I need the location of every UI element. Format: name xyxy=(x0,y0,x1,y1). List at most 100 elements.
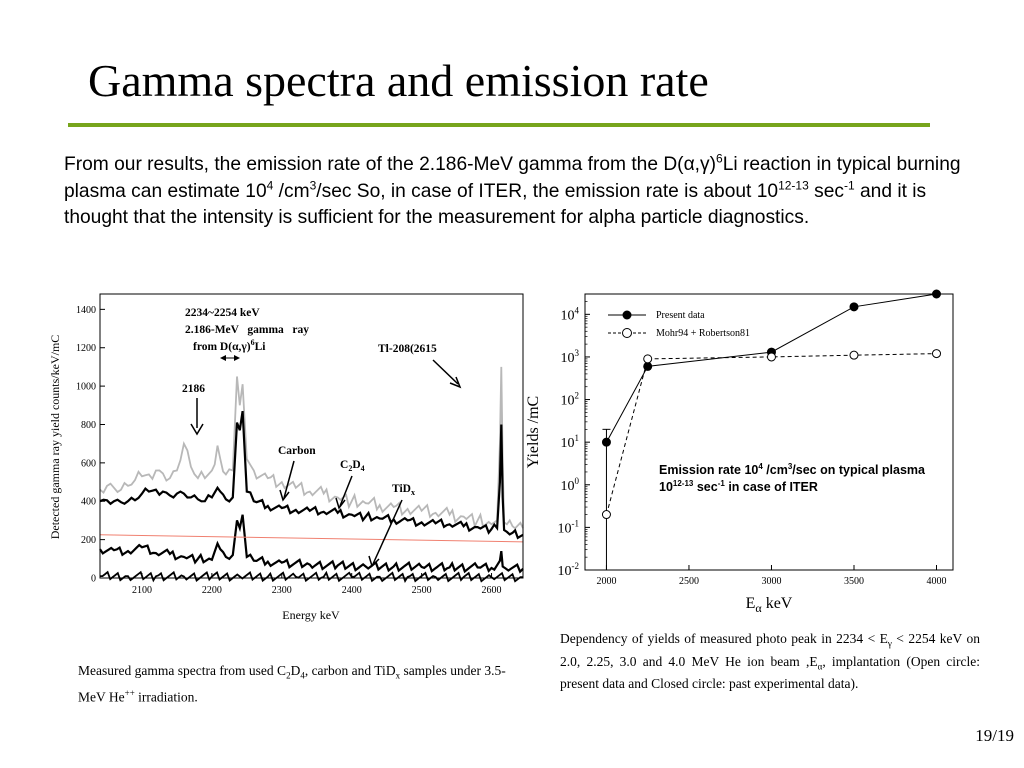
intro-text-5: /sec So, in case of ITER, the emission r… xyxy=(316,180,779,202)
yields-data-point xyxy=(849,302,859,312)
annotation-peak-2186: 2186 xyxy=(182,383,205,395)
range-arrow-head-left xyxy=(220,355,226,361)
yields-data-point xyxy=(766,352,776,362)
spectra-x-tick-label: 2200 xyxy=(202,585,222,596)
yields-y-tick-base: 10 xyxy=(561,351,575,366)
tidx-arrowhead xyxy=(368,555,380,568)
spectra-y-tick-label: 600 xyxy=(81,458,96,469)
yields-y-tick-exp: 4 xyxy=(575,305,580,315)
intro-sup-1: 6 xyxy=(716,151,723,166)
yields-y-tick-label: 104 xyxy=(561,305,580,323)
note2-b: sec xyxy=(693,480,717,494)
annotation-gamma-from: from D( xyxy=(193,341,232,353)
tidx-arrow xyxy=(372,499,403,565)
intro-sup-3: 3 xyxy=(309,178,317,193)
yields-x-sub: α xyxy=(755,601,762,615)
yields-y-axis-label: Yields /mC xyxy=(525,396,542,468)
spectrum-series-line xyxy=(99,366,524,530)
yields-x-tick-label: 2500 xyxy=(679,576,699,587)
lc-p1: Measured gamma spectra from used C xyxy=(78,663,287,678)
yields-y-tick-base: 10 xyxy=(561,308,575,323)
intro-text-6: sec xyxy=(808,180,844,202)
lc-p5: irradiation. xyxy=(134,689,198,705)
intro-text-1: From our results, the emission rate of t… xyxy=(64,154,684,175)
spectra-x-tick-label: 2100 xyxy=(132,585,152,596)
legend-mohr-marker xyxy=(622,328,632,338)
c2d4-c: C xyxy=(340,459,348,471)
yields-x-tick-label: 3500 xyxy=(844,576,864,587)
spectrum-series-line xyxy=(100,570,523,584)
yields-y-tick-label: 103 xyxy=(561,348,580,366)
yields-series-line xyxy=(606,353,937,515)
yields-data-point xyxy=(601,437,611,447)
spectra-x-tick-label: 2600 xyxy=(482,585,502,596)
annotation-gamma-line1: 2.186-MeV gamma ray xyxy=(185,324,309,336)
carbon-arrowhead xyxy=(279,489,290,502)
yields-y-tick-label: 100 xyxy=(561,476,580,494)
note2-a: 10 xyxy=(659,480,673,494)
tl208-arrow xyxy=(432,359,459,385)
yields-y-tick-exp: 1 xyxy=(575,433,580,443)
annotation-tl208: Tl-208(2615 xyxy=(378,343,437,355)
rc-sub1: γ xyxy=(887,638,892,649)
title-underline xyxy=(68,123,930,127)
yields-y-tick-label: 102 xyxy=(561,391,580,409)
yields-chart: 2000 2500 3000 3500 400010-210-1100101102103… xyxy=(525,289,954,615)
yields-plot-frame xyxy=(584,293,954,571)
lc-sub1: 2 xyxy=(286,670,291,681)
c2d4-arrowhead xyxy=(335,497,346,510)
spectra-x-tick-label: 2300 xyxy=(272,585,292,596)
yields-y-tick-exp: -2 xyxy=(572,561,580,571)
carbon-arrow xyxy=(283,460,295,499)
tidx-sub: x xyxy=(411,488,415,497)
intro-paragraph: From our results, the emission rate of t… xyxy=(64,152,984,232)
annotation-gamma-line2: from D(α,γ)6Li xyxy=(193,338,266,353)
yields-x-axis-label: Eα keV xyxy=(746,595,793,615)
gamma-spectra-chart: 2100 2200 2300 2400 2500 2600 0 200 400 600 800 100… xyxy=(48,293,524,622)
tl208-arrowhead xyxy=(449,376,462,389)
lc-sub3: x xyxy=(395,670,401,681)
c2d4-arrow xyxy=(339,475,353,507)
range-arrow-head-right xyxy=(234,355,240,361)
emission-note-line2: 1012-13 sec-1 in case of ITER xyxy=(659,479,818,494)
note1-s: 4 xyxy=(758,462,763,471)
lc-p4: samples under 3.5-MeV He xyxy=(78,663,506,705)
yields-y-tick-exp: 3 xyxy=(575,348,580,358)
note1-b: /cm xyxy=(763,463,788,477)
yields-y-tick-base: 10 xyxy=(558,521,572,536)
spectrum-series-line xyxy=(99,534,524,543)
spectra-y-axis-label: Detected gamma ray yield counts/keV/mC xyxy=(48,335,62,540)
lc-p3: , carbon and TiD xyxy=(304,663,396,678)
yields-y-tick-base: 10 xyxy=(561,479,575,494)
spectra-y-tick-label: 200 xyxy=(81,535,96,546)
emission-note-line1: Emission rate 104 /cm3/sec on typical pl… xyxy=(659,462,926,477)
yields-y-tick-exp: 2 xyxy=(575,391,580,401)
spectra-plot-frame xyxy=(99,293,524,579)
right-figure-caption: Dependency of yields of measured photo p… xyxy=(560,630,980,692)
spectra-y-tick-label: 0 xyxy=(91,574,96,585)
annotation-gamma-close: ) xyxy=(247,341,251,353)
annotation-gamma-greek: α,γ xyxy=(232,341,247,353)
intro-text-2: ) xyxy=(709,154,716,175)
rc-sub2: α xyxy=(817,661,823,672)
tidx-t: TiD xyxy=(392,483,411,495)
peak-2186-arrowhead xyxy=(190,423,204,436)
annotation-range: 2234~2254 keV xyxy=(185,307,260,319)
intro-sup-2: 4 xyxy=(266,178,274,193)
intro-greek: α,γ xyxy=(683,154,710,175)
yields-data-point xyxy=(849,350,859,360)
spectra-y-tick-label: 1200 xyxy=(76,343,96,354)
intro-sup-4: 12-13 xyxy=(778,178,809,193)
yields-data-point xyxy=(643,354,653,364)
annotation-carbon: Carbon xyxy=(278,445,316,457)
legend-present-marker xyxy=(622,310,632,320)
annotation-c2d4: C2D4 xyxy=(340,459,365,473)
spectrum-series-line xyxy=(99,410,524,540)
spectra-x-tick-label: 2400 xyxy=(342,585,362,596)
left-figure-caption: Measured gamma spectra from used C2D4, c… xyxy=(78,662,518,705)
intro-text-3: Li reaction in typical burning plasma ca… xyxy=(64,154,961,202)
yields-x-tick-label: 2000 xyxy=(596,576,616,587)
spectrum-series-line xyxy=(99,514,524,574)
rc-p1: Dependency of yields of measured photo p… xyxy=(560,631,888,646)
yields-x-tick-label: 3000 xyxy=(761,576,781,587)
